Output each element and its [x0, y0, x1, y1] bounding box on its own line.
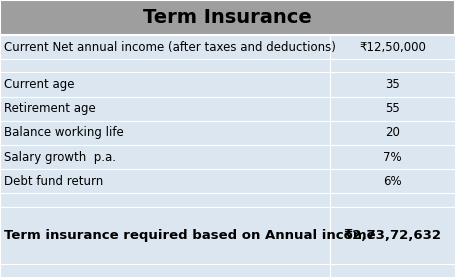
Bar: [330, 97, 455, 121]
Text: Balance working life: Balance working life: [4, 126, 123, 139]
Text: 35: 35: [385, 78, 400, 91]
Text: 55: 55: [385, 102, 400, 115]
Bar: [0, 145, 330, 169]
Text: 6%: 6%: [383, 175, 402, 188]
Text: ₹2,73,72,632: ₹2,73,72,632: [344, 229, 441, 242]
Bar: [330, 207, 455, 264]
Bar: [0, 97, 330, 121]
Text: Retirement age: Retirement age: [4, 102, 96, 115]
Bar: [0, 264, 330, 277]
Text: 7%: 7%: [383, 151, 402, 164]
Bar: [330, 59, 455, 72]
Bar: [330, 72, 455, 97]
Bar: [0, 0, 455, 35]
Bar: [0, 193, 330, 207]
Bar: [0, 207, 330, 264]
Bar: [330, 121, 455, 145]
Bar: [0, 35, 330, 59]
Bar: [0, 72, 330, 97]
Bar: [330, 169, 455, 193]
Bar: [330, 193, 455, 207]
Bar: [0, 169, 330, 193]
Bar: [0, 121, 330, 145]
Text: 20: 20: [385, 126, 400, 139]
Bar: [0, 59, 330, 72]
Text: Salary growth  p.a.: Salary growth p.a.: [4, 151, 116, 164]
Text: Term Insurance: Term Insurance: [143, 8, 312, 27]
Text: Debt fund return: Debt fund return: [4, 175, 103, 188]
Text: ₹12,50,000: ₹12,50,000: [359, 41, 426, 54]
Bar: [330, 145, 455, 169]
Bar: [330, 264, 455, 277]
Text: Current age: Current age: [4, 78, 74, 91]
Bar: [330, 35, 455, 59]
Text: Term insurance required based on Annual income: Term insurance required based on Annual …: [4, 229, 375, 242]
Text: Current Net annual income (after taxes and deductions): Current Net annual income (after taxes a…: [4, 41, 335, 54]
